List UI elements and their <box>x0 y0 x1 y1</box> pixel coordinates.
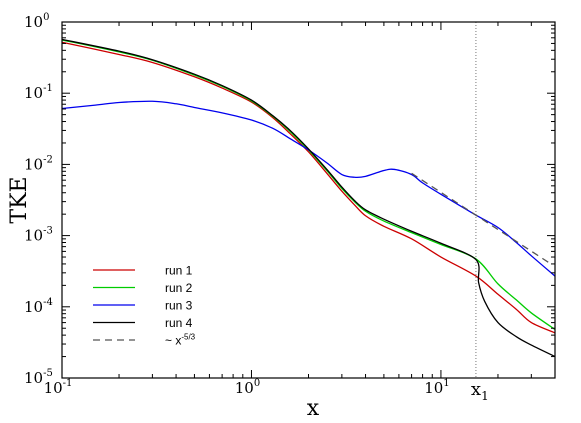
y-tick-label: 10-4 <box>24 297 53 316</box>
y-tick-label: 10-2 <box>24 154 53 173</box>
series-line-1 <box>61 41 556 334</box>
plot-background <box>62 22 555 378</box>
series-line-4 <box>61 38 556 358</box>
annotation-label: x1 <box>471 379 489 403</box>
y-tick-label: 100 <box>24 12 49 31</box>
series-layer <box>61 38 556 358</box>
plot-area <box>62 22 555 378</box>
legend-label-3: run 3 <box>165 299 193 313</box>
series-line-2 <box>61 39 556 331</box>
y-axis-title: TKE <box>7 176 32 223</box>
x-axis-title: x <box>307 396 320 421</box>
y-tick-label: 10-1 <box>24 83 53 102</box>
legend-label-4: run 4 <box>165 316 193 330</box>
legend-label-1: run 1 <box>165 264 193 278</box>
legend-label-2: run 2 <box>165 281 193 295</box>
x-tick-label: 101 <box>424 378 449 397</box>
y-tick-label: 10-3 <box>24 226 53 245</box>
x-tick-label: 10-1 <box>44 378 73 397</box>
series-line-5 <box>411 172 549 263</box>
x-tick-label: 100 <box>235 378 260 397</box>
